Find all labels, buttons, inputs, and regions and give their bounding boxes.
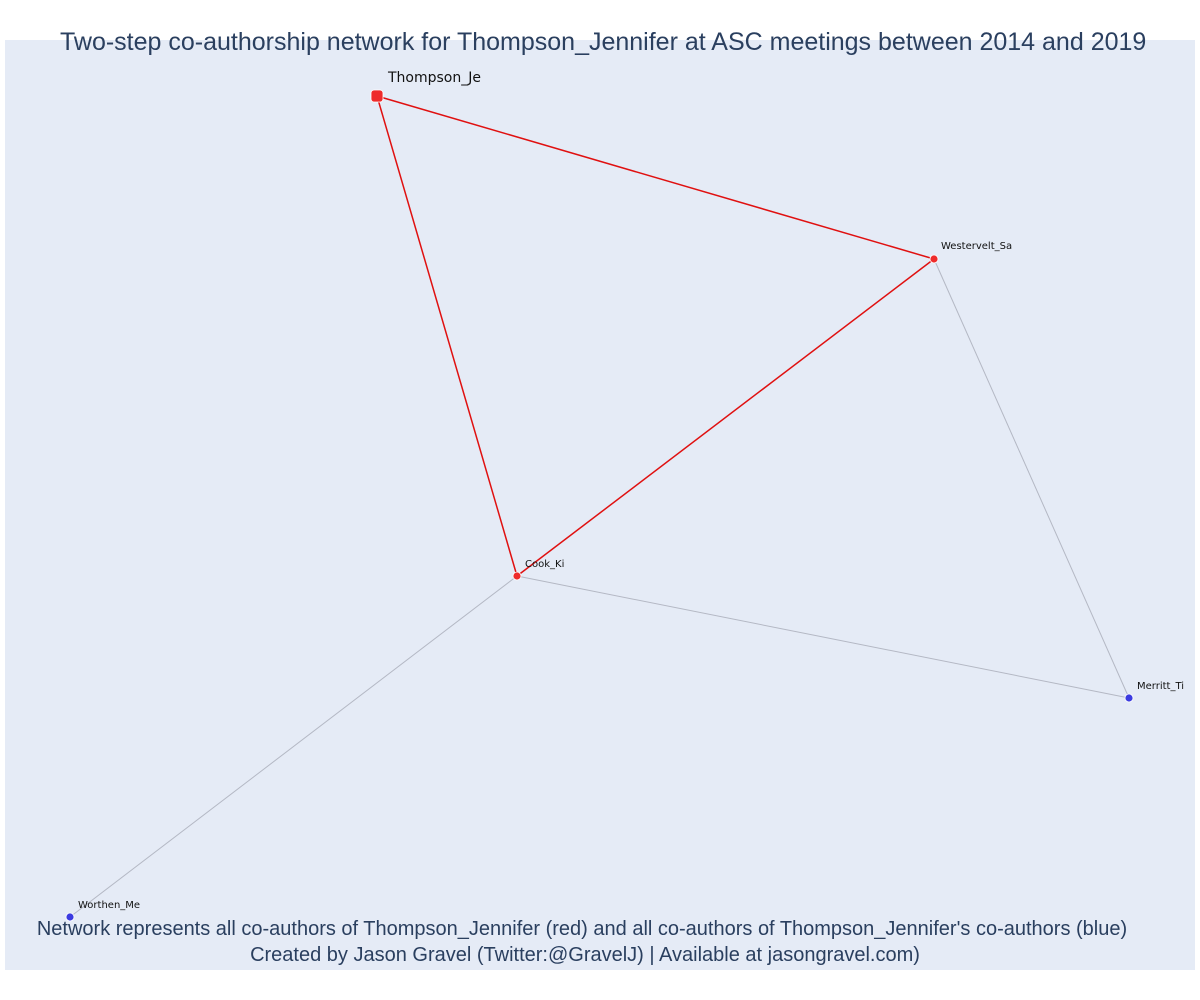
edge-thompson-westervelt (376, 95, 935, 260)
chart-title: Two-step co-authorship network for Thomp… (60, 28, 1147, 56)
node-label-westervelt: Westervelt_Sa (941, 241, 1012, 252)
caption-line-2: Created by Jason Gravel (Twitter:@Gravel… (250, 944, 920, 966)
node-label-cook: Cook_Ki (525, 559, 564, 570)
node-merritt[interactable] (1124, 693, 1134, 703)
edge-westervelt-cook (516, 258, 935, 577)
caption-line-1: Network represents all co-authors of Tho… (36, 918, 1128, 940)
node-label-merritt: Merritt_Ti (1137, 681, 1184, 692)
node-thompson[interactable] (370, 89, 384, 103)
edge-westervelt-merritt (933, 258, 1130, 699)
node-label-thompson: Thompson_Je (387, 70, 481, 86)
edge-thompson-cook (376, 95, 518, 577)
node-worthen[interactable] (65, 912, 75, 922)
node-label-worthen: Worthen_Me (78, 900, 140, 911)
edge-cook-worthen (69, 575, 518, 918)
node-westervelt[interactable] (929, 254, 939, 264)
node-cook[interactable] (512, 571, 522, 581)
edge-cook-merritt (516, 575, 1130, 699)
